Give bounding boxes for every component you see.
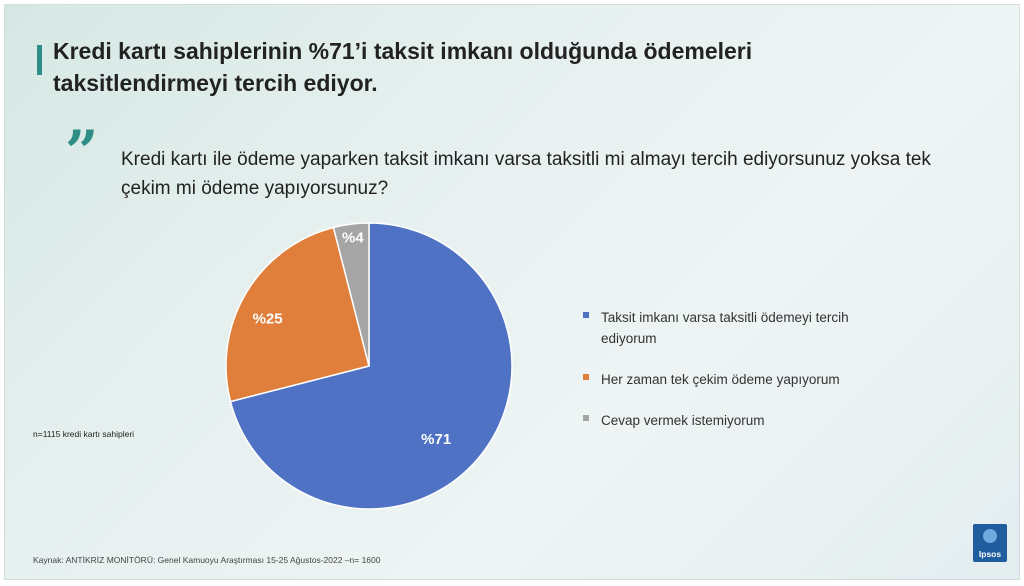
quote-icon: ” [65,118,99,186]
pie-data-label-1: %25 [253,311,283,328]
pie-slice-0 [229,222,513,510]
legend-label-2: Cevap vermek istemiyorum [601,413,765,428]
ipsos-logo: Ipsos [973,524,1007,562]
legend-label-1: Her zaman tek çekim ödeme yapıyorum [601,372,840,387]
legend-item-0: Taksit imkanı varsa taksitli ödemeyi ter… [583,307,873,349]
legend-swatch-2 [583,415,589,421]
slide-title: Kredi kartı sahiplerinin %71’i taksit im… [53,38,753,96]
pie-data-label-0: %71 [421,431,451,448]
logo-text: Ipsos [978,549,1002,559]
legend-label-0: Taksit imkanı varsa taksitli ödemeyi ter… [601,310,849,346]
sample-size-note: n=1115 kredi kartı sahipleri [33,429,135,439]
legend-swatch-0 [583,312,589,318]
legend-item-2: Cevap vermek istemiyorum [583,410,873,431]
survey-question: Kredi kartı ile ödeme yaparken taksit im… [121,149,931,199]
pie-data-label-2: %4 [342,229,364,246]
source-note: Kaynak: ANTİKRİZ MONİTÖRÜ: Genel Kamuoyu… [33,555,381,565]
logo-mark-icon [983,529,997,543]
slide: Kredi kartı sahiplerinin %71’i taksit im… [4,4,1020,580]
chart-legend: Taksit imkanı varsa taksitli ödemeyi ter… [583,307,873,451]
pie-slice-2 [332,222,370,367]
pie-slice-1 [225,226,370,403]
legend-swatch-1 [583,374,589,380]
pie-chart: %71 %25 %4 [225,222,513,510]
title-accent-bar [37,45,42,75]
legend-item-1: Her zaman tek çekim ödeme yapıyorum [583,369,873,390]
